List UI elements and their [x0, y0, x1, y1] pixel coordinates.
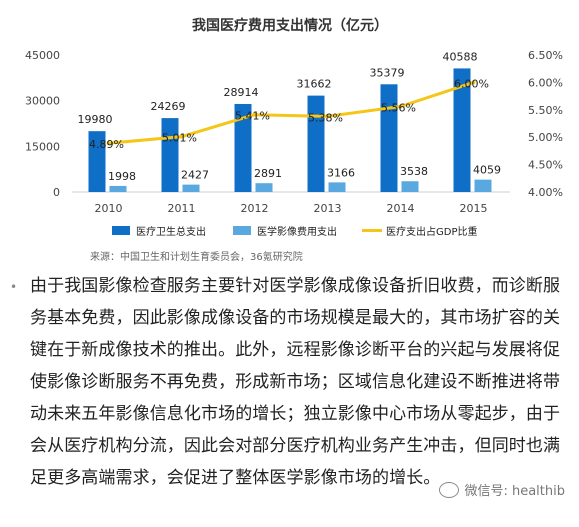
data-label-imaging: 3538: [400, 165, 428, 178]
bar-imaging-expenditure: [109, 185, 127, 192]
data-label-imaging: 3166: [327, 166, 355, 179]
legend-gdp-ratio-label: 医疗支出占GDP比重: [386, 225, 477, 238]
line-point: [252, 112, 257, 117]
data-label-gdp-ratio: 4.89%: [89, 138, 124, 151]
bullet-marker: •: [10, 280, 18, 294]
chart-title: 我国医疗费用支出情况（亿元）: [192, 17, 388, 34]
data-label-gdp-ratio: 5.38%: [308, 111, 343, 124]
source-note: 来源：中国卫生和计划生育委员会，36氪研究院: [90, 252, 303, 263]
medical-expenditure-chart: 我国医疗费用支出情况（亿元） 0 15000 30000 45000 4.00% 4.50…: [25, 17, 563, 238]
data-label-total: 40588: [443, 50, 478, 63]
line-point: [106, 141, 111, 146]
watermark-text: 微信号: healthib: [464, 484, 565, 499]
legend-imaging-expenditure-swatch: [233, 226, 251, 235]
wechat-watermark: 微信号: healthib: [435, 478, 569, 501]
x-tick-label: 2015: [460, 202, 488, 215]
bar-imaging-expenditure: [328, 182, 346, 192]
data-label-total: 35379: [370, 66, 405, 79]
data-label-gdp-ratio: 6.00%: [454, 77, 489, 90]
bar-total-expenditure: [453, 68, 471, 192]
bar-total-expenditure: [380, 84, 398, 192]
article-paragraph: 由于我国影像检查服务主要针对医学影像成像设备折旧收费，而诊断服务基本免费，因此影…: [30, 276, 561, 488]
line-point: [471, 80, 476, 85]
y-right-tick-label: 5.00%: [528, 131, 563, 144]
x-tick-label: 2014: [387, 202, 415, 215]
data-label-imaging: 1998: [108, 170, 136, 183]
x-tick-label: 2013: [314, 202, 342, 215]
y-right-tick-label: 4.00%: [528, 186, 563, 199]
data-label-imaging: 2427: [181, 169, 209, 182]
y-right-tick-label: 4.50%: [528, 159, 563, 172]
data-label-imaging: 2891: [254, 167, 282, 180]
legend-total-expenditure-swatch: [112, 226, 130, 235]
y-right-tick-label: 6.00%: [528, 76, 563, 89]
bar-imaging-expenditure: [182, 184, 200, 192]
data-label-gdp-ratio: 5.01%: [162, 132, 197, 145]
bar-imaging-expenditure: [474, 179, 492, 192]
bar-total-expenditure: [161, 118, 179, 192]
y-left-tick-label: 45000: [25, 49, 60, 62]
data-label-total: 31662: [297, 78, 332, 91]
y-right-tick-label: 6.50%: [528, 49, 563, 62]
y-left-tick-label: 30000: [25, 95, 60, 108]
x-tick-label: 2011: [168, 202, 196, 215]
line-point: [325, 114, 330, 119]
wechat-icon: [439, 481, 460, 498]
bar-total-expenditure: [307, 95, 325, 192]
x-tick-label: 2012: [241, 202, 269, 215]
line-point: [398, 104, 403, 109]
line-point: [179, 134, 184, 139]
bar-total-expenditure: [88, 131, 106, 192]
data-label-total: 19980: [78, 113, 113, 126]
legend-imaging-expenditure-label: 医学影像费用支出: [257, 225, 337, 238]
y-right-tick-label: 5.50%: [528, 104, 563, 117]
y-left-tick-label: 0: [53, 186, 60, 199]
bar-total-expenditure: [234, 103, 252, 192]
data-label-gdp-ratio: 5.56%: [381, 102, 416, 115]
bar-imaging-expenditure: [401, 181, 419, 192]
data-label-gdp-ratio: 5.41%: [235, 110, 270, 123]
data-label-imaging: 4059: [473, 164, 501, 177]
x-tick-label: 2010: [95, 202, 123, 215]
chart-container: 我国医疗费用支出情况（亿元） 0 15000 30000 45000 4.00% 4.50…: [0, 0, 579, 263]
line-gdp-ratio: [108, 80, 474, 145]
data-label-total: 28914: [224, 86, 259, 99]
data-label-total: 24269: [151, 100, 186, 113]
y-left-tick-label: 15000: [25, 140, 60, 153]
bar-imaging-expenditure: [255, 183, 273, 192]
legend-total-expenditure-label: 医疗卫生总支出: [136, 225, 206, 238]
